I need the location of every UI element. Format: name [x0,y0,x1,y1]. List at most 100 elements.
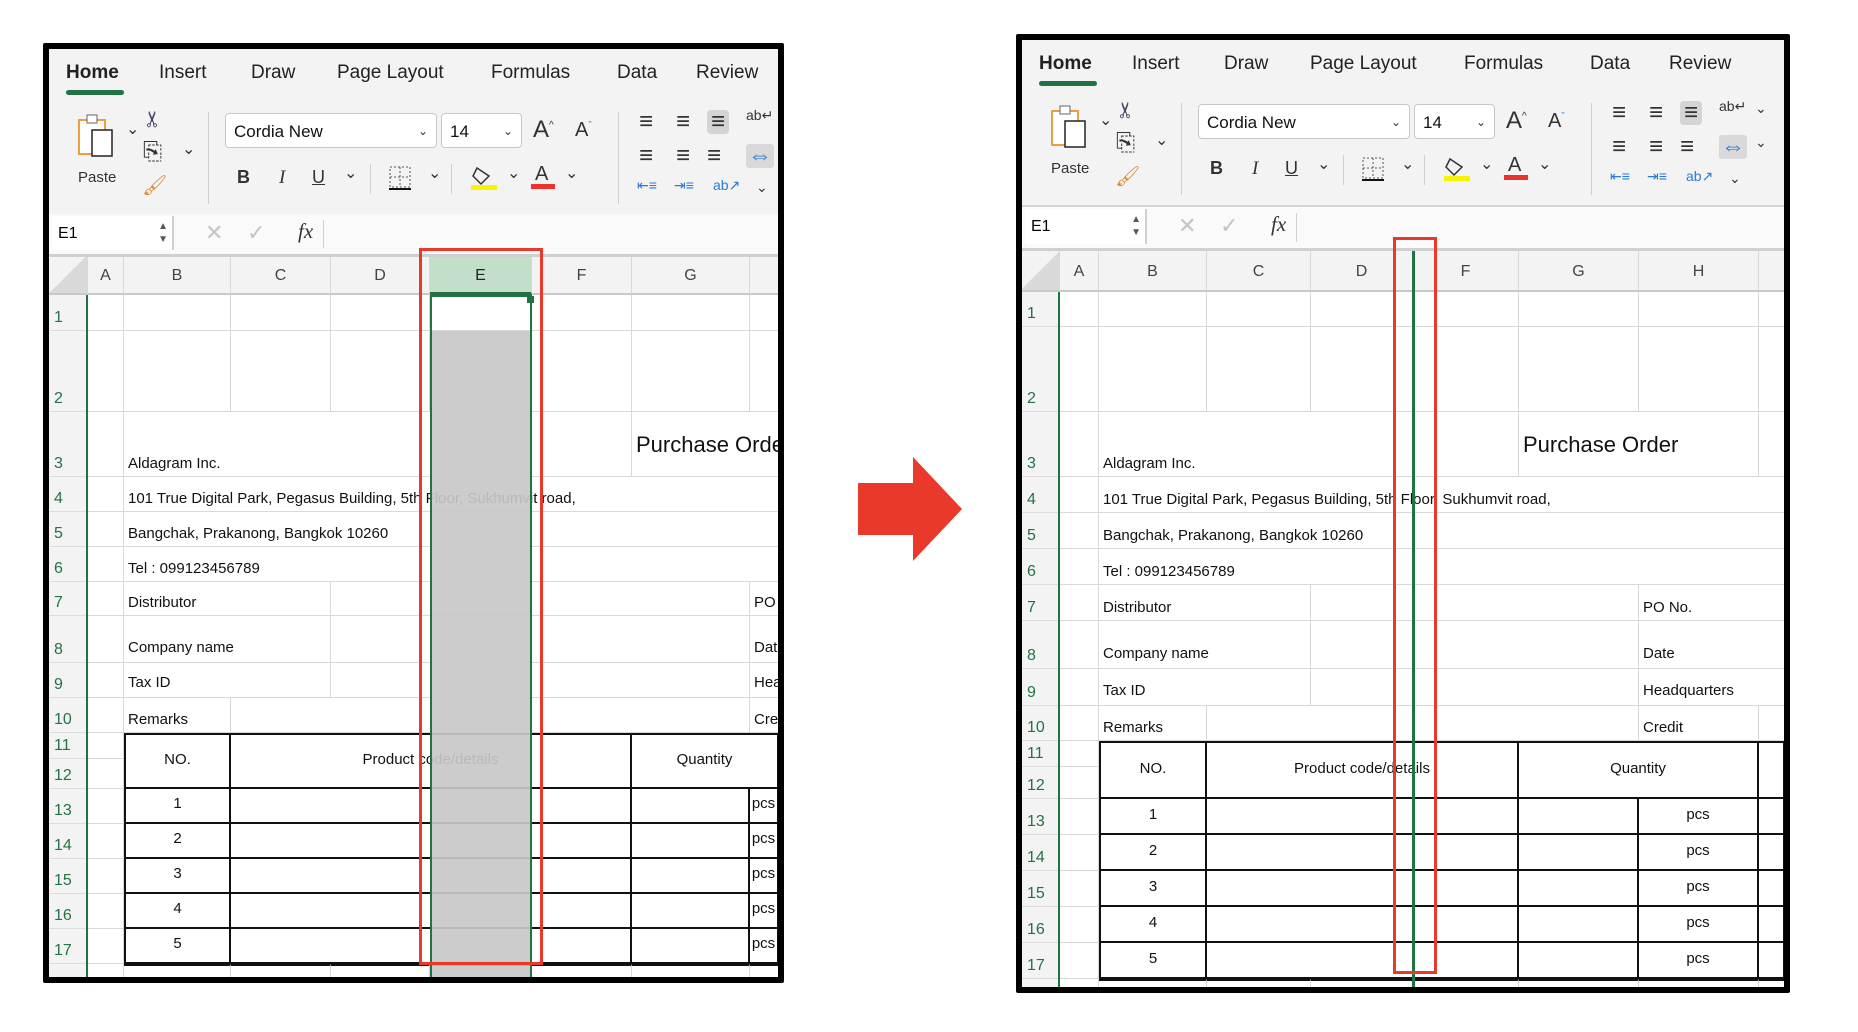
cell-g3[interactable]: Purchase Order [632,412,779,477]
cell-g15[interactable] [1519,871,1639,907]
formula-input[interactable] [1303,207,1785,248]
row-header-13[interactable]: 13 [1021,799,1060,835]
decrease-font-size-icon[interactable]: Aˇ [575,119,592,141]
cell-i17[interactable] [1759,943,1785,979]
column-header-b[interactable]: B [1099,251,1207,292]
cell-g14[interactable] [632,824,750,859]
cell-d18[interactable] [1311,979,1413,988]
column-header-g[interactable]: G [632,257,750,295]
cell-f2[interactable] [1413,327,1519,412]
wrap-text-icon[interactable]: ab↵ [746,107,774,123]
row-header-11[interactable]: 11 [48,733,88,759]
cell-a11[interactable] [88,733,124,759]
row-header-13[interactable]: 13 [48,789,88,824]
cell-a15[interactable] [1060,871,1099,907]
tab-draw[interactable]: Draw [1224,53,1269,74]
cell-f18[interactable] [1413,979,1519,988]
cell-h16[interactable]: pcs [750,894,779,929]
cell-g3[interactable]: Purchase Order [1519,412,1759,477]
row-header-17[interactable]: 17 [48,929,88,964]
tab-page-layout[interactable]: Page Layout [1310,53,1417,74]
cell-h10[interactable]: Credit [1639,706,1759,741]
row-header-10[interactable]: 10 [1021,706,1060,741]
confirm-entry-icon[interactable]: ✓ [247,220,266,245]
cell-b13[interactable]: 1 [1099,799,1207,835]
cell-b7[interactable]: Distributor [124,582,331,616]
cell-h13[interactable]: pcs [1639,799,1759,835]
row-header-2[interactable]: 2 [1021,327,1060,412]
paste-button-label[interactable]: Paste [78,169,117,186]
cell-b6[interactable]: Tel : 099123456789 [1099,549,1785,585]
cell-h1[interactable] [1639,292,1759,327]
cell-i1[interactable] [1759,292,1785,327]
cell-g11[interactable]: Quantity [632,733,779,789]
column-header-a[interactable]: A [1060,251,1099,292]
cell-h17[interactable]: pcs [1639,943,1759,979]
cell-a2[interactable] [88,331,124,412]
underline-dropdown-chevron-icon[interactable]: ⌄ [1317,156,1331,173]
cell-b3[interactable]: Aldagram Inc. [124,412,632,477]
cell-b14[interactable]: 2 [124,824,231,859]
column-header-d[interactable]: D [1311,251,1413,292]
cell-h2[interactable] [1639,327,1759,412]
align-middle-icon[interactable]: ≡ [676,108,691,135]
cell-g13[interactable] [1519,799,1639,835]
cell-c18[interactable] [231,964,331,978]
cell-b17[interactable]: 5 [1099,943,1207,979]
cell-h9[interactable]: Headquarters [1639,669,1785,706]
cell-i11[interactable] [1759,741,1785,799]
cell-a3[interactable] [88,412,124,477]
name-box[interactable]: E1 ▲ ▼ [1025,209,1147,244]
cell-b16[interactable]: 4 [124,894,231,929]
column-header-g[interactable]: G [1519,251,1639,292]
cell-b18[interactable] [124,964,231,978]
align-top-icon[interactable]: ≡ [639,108,654,135]
cell-c2[interactable] [231,331,331,412]
cell-h10[interactable]: Credit [750,698,779,733]
underline-button[interactable]: U [312,167,325,187]
tab-home[interactable]: Home [1039,53,1092,74]
increase-indent-icon[interactable]: ⇥≡ [674,177,694,193]
cell-b11[interactable]: NO. [124,733,231,789]
cell-g2[interactable] [1519,327,1639,412]
merge-center-icon[interactable]: ⇔ [746,142,774,169]
insert-function-button[interactable]: fx [1271,212,1287,236]
cell-b15[interactable]: 3 [124,859,231,894]
row-header-11[interactable]: 11 [1021,741,1060,767]
column-header-h[interactable]: H [1639,251,1759,292]
cell-a8[interactable] [88,616,124,663]
row-header-6[interactable]: 6 [48,547,88,582]
cell-a10[interactable] [88,698,124,733]
paste-button-label[interactable]: Paste [1051,160,1090,177]
fill-color-dropdown-chevron-icon[interactable]: ⌄ [1480,156,1494,173]
cell-a5[interactable] [88,512,124,547]
borders-dropdown-chevron-icon[interactable]: ⌄ [428,165,442,182]
cell-g17[interactable] [1519,943,1639,979]
row-header-18[interactable] [1021,979,1060,988]
row-header-18[interactable] [48,964,88,978]
cell-i18[interactable] [1759,979,1785,988]
cell-b5[interactable]: Bangchak, Prakanong, Bangkok 10260 [1099,513,1785,549]
column-header-i[interactable] [1759,251,1785,292]
paste-icon[interactable] [1049,103,1091,152]
cell-h14[interactable]: pcs [750,824,779,859]
cell-b17[interactable]: 5 [124,929,231,964]
font-size-dropdown[interactable]: 14 ⌄ [1414,104,1495,139]
column-header-b[interactable]: B [124,257,231,295]
underline-button[interactable]: U [1285,158,1298,178]
cell-i15[interactable] [1759,871,1785,907]
cell-c10[interactable] [1207,706,1639,741]
align-center-icon[interactable]: ≡ [1649,133,1664,160]
cell-g18[interactable] [1519,979,1639,988]
merge-center-icon[interactable]: ⇔ [1719,133,1747,160]
paste-dropdown-chevron-icon[interactable]: ⌄ [1099,112,1113,129]
tab-review[interactable]: Review [1669,53,1732,74]
cell-b14[interactable]: 2 [1099,835,1207,871]
cell-h18[interactable] [1639,979,1759,988]
row-header-7[interactable]: 7 [1021,585,1060,621]
cell-b1[interactable] [124,295,231,331]
bold-button[interactable]: B [1210,158,1223,178]
cell-a7[interactable] [1060,585,1099,621]
tab-data[interactable]: Data [617,62,658,83]
copy-dropdown-chevron-icon[interactable]: ⌄ [1155,132,1169,149]
